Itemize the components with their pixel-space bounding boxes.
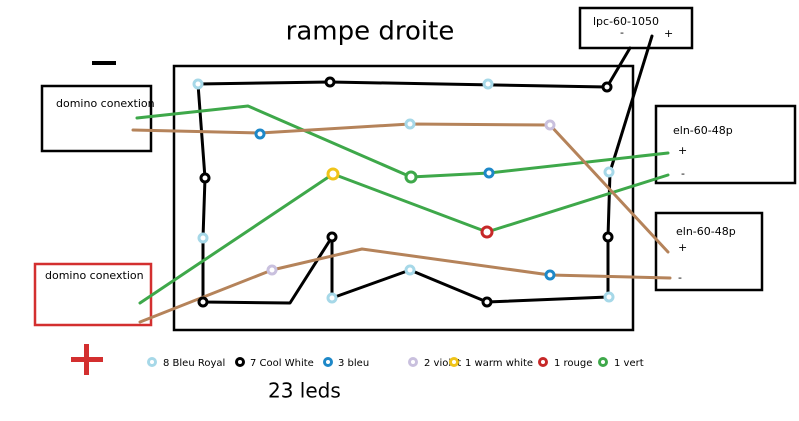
led bbox=[481, 296, 493, 308]
legend-label: 1 warm white bbox=[465, 358, 533, 369]
led bbox=[480, 225, 494, 239]
legend-label: 7 Cool White bbox=[250, 358, 314, 369]
legend-swatch bbox=[235, 357, 245, 367]
led bbox=[326, 167, 340, 181]
domino-label: domino conextion bbox=[45, 269, 144, 282]
led bbox=[603, 166, 615, 178]
domino-label: domino conextion bbox=[56, 97, 155, 110]
led bbox=[266, 264, 278, 276]
leds bbox=[192, 76, 615, 308]
led bbox=[602, 231, 614, 243]
driver-plus: + bbox=[664, 27, 673, 40]
led bbox=[197, 296, 209, 308]
led bbox=[404, 170, 418, 184]
supply-minus: - bbox=[678, 271, 682, 284]
legend-label: 8 Bleu Royal bbox=[163, 358, 225, 369]
led bbox=[483, 167, 495, 179]
supply-box bbox=[654, 104, 797, 185]
led bbox=[254, 128, 266, 140]
supply-plus: + bbox=[678, 241, 687, 254]
supply-plus: + bbox=[678, 144, 687, 157]
legend-swatch bbox=[449, 357, 459, 367]
wire bbox=[606, 34, 654, 299]
led bbox=[197, 232, 209, 244]
supply-minus: - bbox=[681, 167, 685, 180]
led bbox=[601, 81, 613, 93]
legend-label: 1 rouge bbox=[554, 358, 592, 369]
legend-swatch bbox=[408, 357, 418, 367]
domino-box bbox=[40, 84, 153, 153]
title: rampe droite bbox=[286, 17, 455, 47]
led bbox=[324, 76, 336, 88]
wire bbox=[138, 172, 670, 305]
led bbox=[326, 292, 338, 304]
led bbox=[544, 119, 556, 131]
led bbox=[192, 78, 204, 90]
legend-label: 1 vert bbox=[614, 358, 644, 369]
driver-box bbox=[578, 6, 694, 50]
supply-label: eln-60-48p bbox=[676, 225, 736, 238]
minus-symbol bbox=[92, 61, 116, 65]
driver-label: lpc-60-1050 bbox=[593, 15, 659, 28]
plus-symbol bbox=[84, 344, 89, 375]
legend-swatch bbox=[323, 357, 333, 367]
supply-label: eln-60-48p bbox=[673, 124, 733, 137]
ramp-frame bbox=[172, 64, 635, 332]
led bbox=[544, 269, 556, 281]
led-total: 23 leds bbox=[268, 379, 341, 403]
led bbox=[404, 118, 416, 130]
wire bbox=[131, 122, 670, 254]
legend: 8 Bleu Royal 7 Cool White 3 bleu 2 viole… bbox=[147, 357, 644, 369]
supply-box bbox=[654, 211, 764, 292]
driver-minus: - bbox=[620, 26, 624, 39]
legend-label: 3 bleu bbox=[338, 358, 369, 369]
legend-swatch bbox=[598, 357, 608, 367]
led bbox=[326, 231, 338, 243]
legend-swatch bbox=[147, 357, 157, 367]
legend-swatch bbox=[538, 357, 548, 367]
led bbox=[482, 78, 494, 90]
led bbox=[603, 291, 615, 303]
wire bbox=[138, 247, 672, 324]
led bbox=[199, 172, 211, 184]
legend-label: 2 violet bbox=[424, 358, 461, 369]
led bbox=[404, 264, 416, 276]
